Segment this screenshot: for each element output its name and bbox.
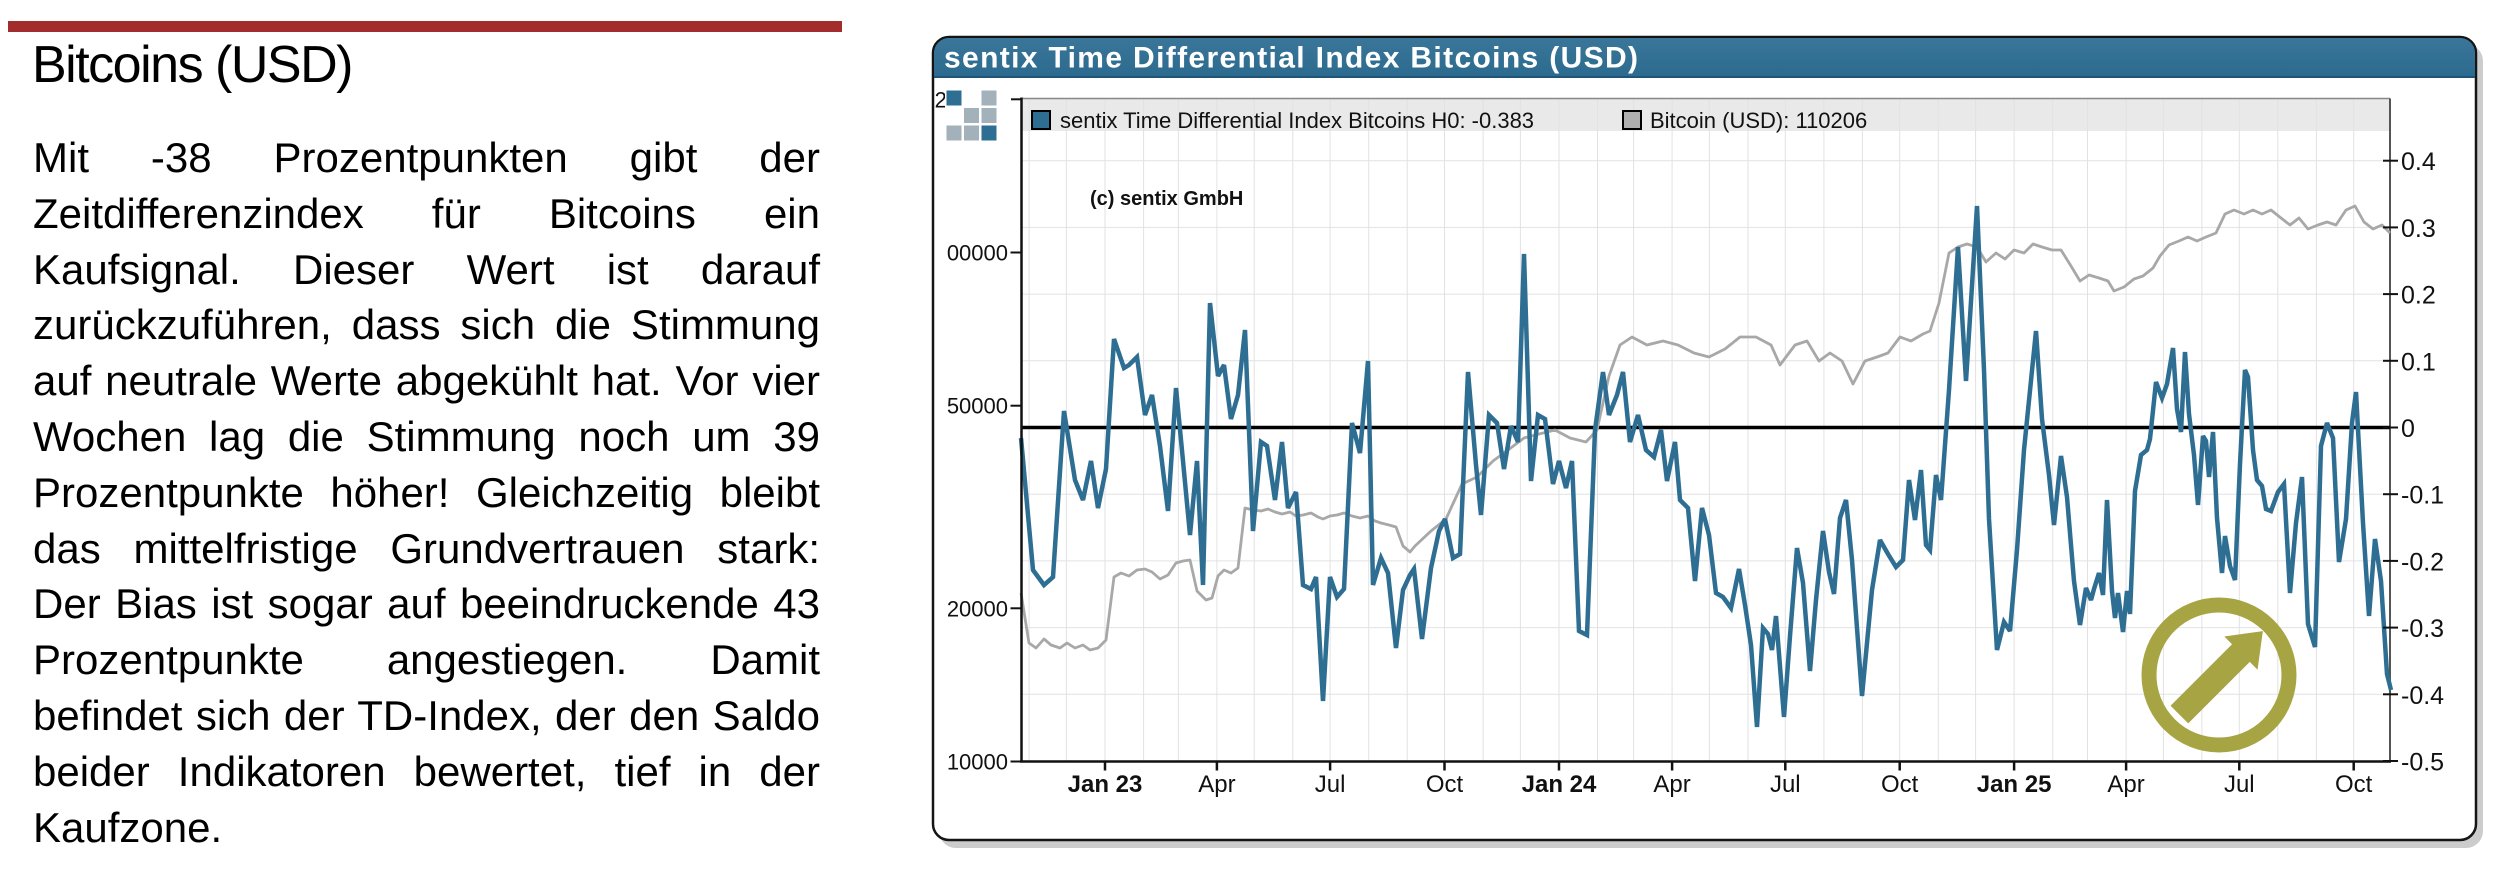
svg-text:Apr: Apr (2107, 771, 2144, 798)
svg-text:(c) sentix GmbH: (c) sentix GmbH (1090, 188, 1243, 210)
svg-text:Oct: Oct (2335, 771, 2373, 798)
svg-text:Oct: Oct (1881, 771, 1919, 798)
svg-text:Oct: Oct (1426, 771, 1464, 798)
svg-text:0.2: 0.2 (2401, 282, 2436, 310)
svg-text:Jul: Jul (1315, 771, 1346, 798)
svg-text:00000: 00000 (947, 241, 1008, 266)
svg-text:50000: 50000 (947, 394, 1008, 419)
svg-text:Jul: Jul (1770, 771, 1801, 798)
svg-text:Jan 23: Jan 23 (1068, 771, 1143, 798)
svg-text:10000: 10000 (947, 750, 1008, 775)
svg-text:Apr: Apr (1653, 771, 1690, 798)
svg-text:0.1: 0.1 (2401, 348, 2436, 376)
svg-text:0.3: 0.3 (2401, 215, 2436, 243)
svg-text:Jan 25: Jan 25 (1977, 771, 2052, 798)
svg-text:20000: 20000 (947, 596, 1008, 621)
svg-text:-0.5: -0.5 (2401, 749, 2444, 777)
svg-text:Jan 24: Jan 24 (1522, 771, 1597, 798)
svg-text:sentix Time Differential Index: sentix Time Differential Index Bitcoins … (1060, 108, 1534, 133)
svg-text:Apr: Apr (1198, 771, 1235, 798)
svg-text:-0.4: -0.4 (2401, 682, 2444, 710)
svg-text:sentix Time Differential Index: sentix Time Differential Index Bitcoins … (944, 42, 1639, 75)
svg-text:-0.1: -0.1 (2401, 482, 2444, 510)
svg-text:-0.2: -0.2 (2401, 548, 2444, 576)
svg-text:0: 0 (2401, 415, 2415, 443)
svg-text:Bitcoin (USD): 110206: Bitcoin (USD): 110206 (1650, 108, 1867, 133)
svg-text:-0.3: -0.3 (2401, 615, 2444, 643)
svg-text:0.4: 0.4 (2401, 148, 2436, 176)
svg-text:Jul: Jul (2224, 771, 2255, 798)
